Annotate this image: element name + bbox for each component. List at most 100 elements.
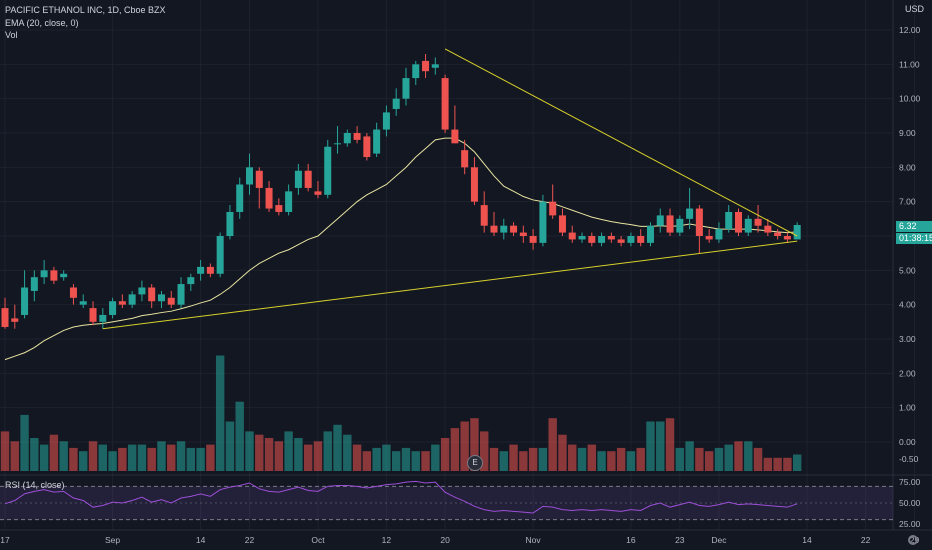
volume-bar bbox=[636, 447, 645, 471]
earnings-event-icon[interactable]: E bbox=[467, 455, 483, 471]
time-axis[interactable]: 17 Sep 14 22 Oct 12 20 Nov 16 23 Dec 14 22 29 bbox=[0, 535, 919, 545]
candle-body bbox=[294, 170, 302, 188]
candle-body bbox=[343, 133, 351, 144]
price-tick-label: 7.00 bbox=[899, 197, 916, 207]
volume-bar bbox=[558, 434, 567, 471]
time-tick-label: 22 bbox=[245, 535, 255, 545]
volume-bar bbox=[773, 457, 782, 471]
candle-body bbox=[373, 129, 381, 154]
candle-body bbox=[148, 287, 156, 302]
volume-bar bbox=[695, 447, 704, 471]
volume-bar bbox=[587, 444, 596, 471]
candle-body bbox=[89, 308, 97, 322]
ema-indicator-label[interactable]: EMA (20, close, 0) bbox=[5, 17, 79, 28]
volume-bar bbox=[235, 401, 244, 471]
volume-bars bbox=[0, 355, 802, 471]
rsi-line bbox=[4, 480, 798, 514]
volume-bar bbox=[675, 447, 685, 471]
volume-bar bbox=[59, 441, 68, 471]
candle-body bbox=[431, 64, 439, 68]
volume-bar bbox=[783, 457, 792, 471]
volume-bar bbox=[69, 447, 78, 471]
candle-body bbox=[568, 232, 576, 240]
candle-body bbox=[177, 284, 185, 305]
candle-body bbox=[480, 205, 488, 226]
candle-body bbox=[666, 215, 674, 233]
candle-body bbox=[461, 150, 469, 168]
candle-body bbox=[451, 129, 459, 144]
candle-body bbox=[324, 146, 332, 195]
volume-bar bbox=[352, 444, 362, 471]
price-tick-label: 3.00 bbox=[899, 334, 916, 344]
price-tick-label: 2.00 bbox=[899, 368, 916, 378]
candle-body bbox=[422, 60, 430, 72]
volume-bar bbox=[656, 421, 665, 471]
candle-body bbox=[197, 266, 205, 274]
price-tick-label: 1.00 bbox=[899, 403, 916, 413]
candle-body bbox=[500, 225, 508, 233]
time-tick-label: 23 bbox=[675, 535, 685, 545]
rsi-indicator-label[interactable]: RSI (14, close) bbox=[5, 480, 65, 490]
candle-body bbox=[334, 143, 342, 145]
trendline-lower bbox=[102, 240, 798, 330]
volume-bar bbox=[323, 431, 332, 471]
price-tick-label: 8.00 bbox=[899, 162, 916, 172]
candles bbox=[1, 54, 801, 329]
volume-bar bbox=[196, 447, 205, 471]
volume-bar bbox=[597, 451, 606, 471]
candle-body bbox=[99, 314, 107, 322]
candle-body bbox=[646, 225, 654, 243]
volume-bar bbox=[313, 441, 323, 471]
volume-bar bbox=[206, 444, 215, 471]
time-tick-label: 17 bbox=[0, 535, 10, 545]
candle-body bbox=[705, 236, 713, 240]
volume-bar bbox=[362, 451, 372, 471]
symbol-title[interactable]: PACIFIC ETHANOL INC, 1D, Cboe BZX bbox=[5, 5, 166, 15]
candle-body bbox=[187, 277, 195, 285]
candle-body bbox=[353, 133, 361, 140]
price-tick-label: 4.00 bbox=[899, 300, 916, 310]
volume-bar bbox=[685, 441, 694, 471]
volume-indicator-label[interactable]: Vol bbox=[5, 30, 18, 40]
volume-bar bbox=[519, 451, 528, 471]
price-tick-label: -0.50 bbox=[899, 454, 919, 464]
rsi-tick-label: 50.00 bbox=[899, 498, 921, 508]
volume-bar bbox=[392, 451, 401, 471]
candle-body bbox=[1, 308, 9, 327]
time-tick-label: Nov bbox=[526, 535, 542, 545]
candle-body bbox=[304, 170, 312, 188]
currency-label[interactable]: USD bbox=[905, 4, 925, 14]
volume-bar bbox=[470, 418, 479, 471]
time-tick-label: Oct bbox=[311, 535, 325, 545]
candle-body bbox=[519, 232, 527, 236]
settings-gear-icon[interactable] bbox=[908, 535, 918, 545]
time-tick-label: 22 bbox=[861, 535, 871, 545]
candle-body bbox=[236, 184, 244, 212]
candle-body bbox=[60, 273, 68, 278]
rsi-tick-label: 75.00 bbox=[899, 477, 921, 487]
volume-bar bbox=[704, 451, 714, 471]
candle-body bbox=[226, 211, 234, 236]
volume-bar bbox=[225, 421, 235, 471]
volume-bar bbox=[411, 451, 420, 471]
volume-bar bbox=[744, 441, 753, 471]
candle-body bbox=[549, 201, 557, 216]
volume-bar bbox=[646, 421, 655, 471]
candle-body bbox=[725, 211, 733, 230]
volume-bar bbox=[792, 454, 802, 471]
price-tick-label: 10.00 bbox=[899, 94, 921, 104]
volume-bar bbox=[372, 447, 381, 471]
volume-bar bbox=[343, 434, 352, 471]
candle-body bbox=[695, 208, 703, 236]
trendlines[interactable] bbox=[102, 48, 798, 330]
volume-bar bbox=[528, 447, 538, 471]
candle-body bbox=[11, 318, 19, 322]
candle-body bbox=[470, 167, 478, 202]
price-axis[interactable]: 12.0011.0010.009.008.007.006.005.004.003… bbox=[899, 25, 921, 529]
volume-bar bbox=[0, 431, 10, 471]
candle-body bbox=[363, 136, 371, 158]
volume-bar bbox=[49, 434, 59, 471]
volume-bar bbox=[39, 444, 49, 471]
candle-body bbox=[774, 232, 782, 236]
